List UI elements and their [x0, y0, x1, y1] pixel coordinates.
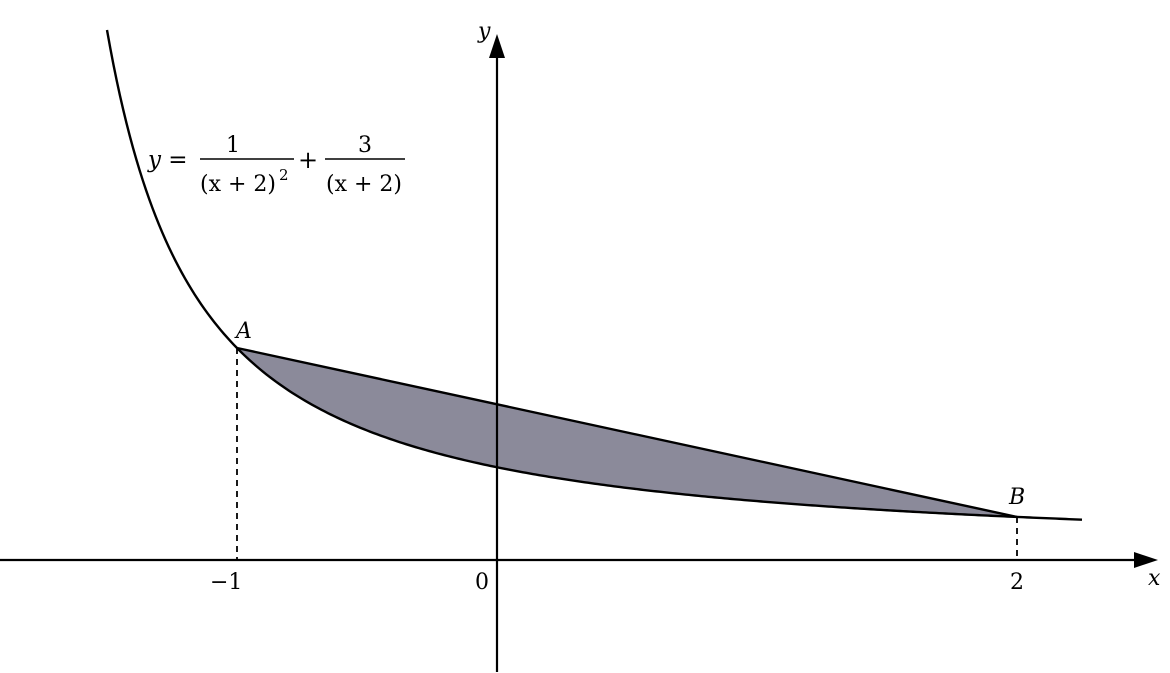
equation-frac1-numerator: 1	[226, 133, 240, 158]
equation-frac1-denominator: (x + 2)	[200, 172, 276, 197]
equation-lhs: y =	[147, 147, 188, 173]
equation-label: y = 1 (x + 2) 2 + 3 (x + 2)	[147, 133, 405, 197]
equation-frac2-denominator: (x + 2)	[326, 172, 402, 197]
y-axis-arrowhead	[489, 34, 505, 58]
equation-frac2-numerator: 3	[358, 133, 372, 158]
point-label-a: A	[234, 319, 252, 344]
origin-label: 0	[475, 570, 489, 595]
x-axis-label: x	[1148, 566, 1161, 591]
tick-label-2: 2	[1010, 570, 1024, 595]
y-axis-label: y	[477, 19, 491, 44]
equation-frac1-exponent: 2	[279, 166, 289, 184]
equation-plus: +	[298, 146, 318, 174]
x-axis-arrowhead	[1134, 552, 1158, 568]
chord-ab	[236, 346, 1018, 519]
point-label-b: B	[1008, 485, 1025, 510]
tick-label-neg1: −1	[210, 570, 242, 595]
function-curve	[105, 29, 1083, 521]
